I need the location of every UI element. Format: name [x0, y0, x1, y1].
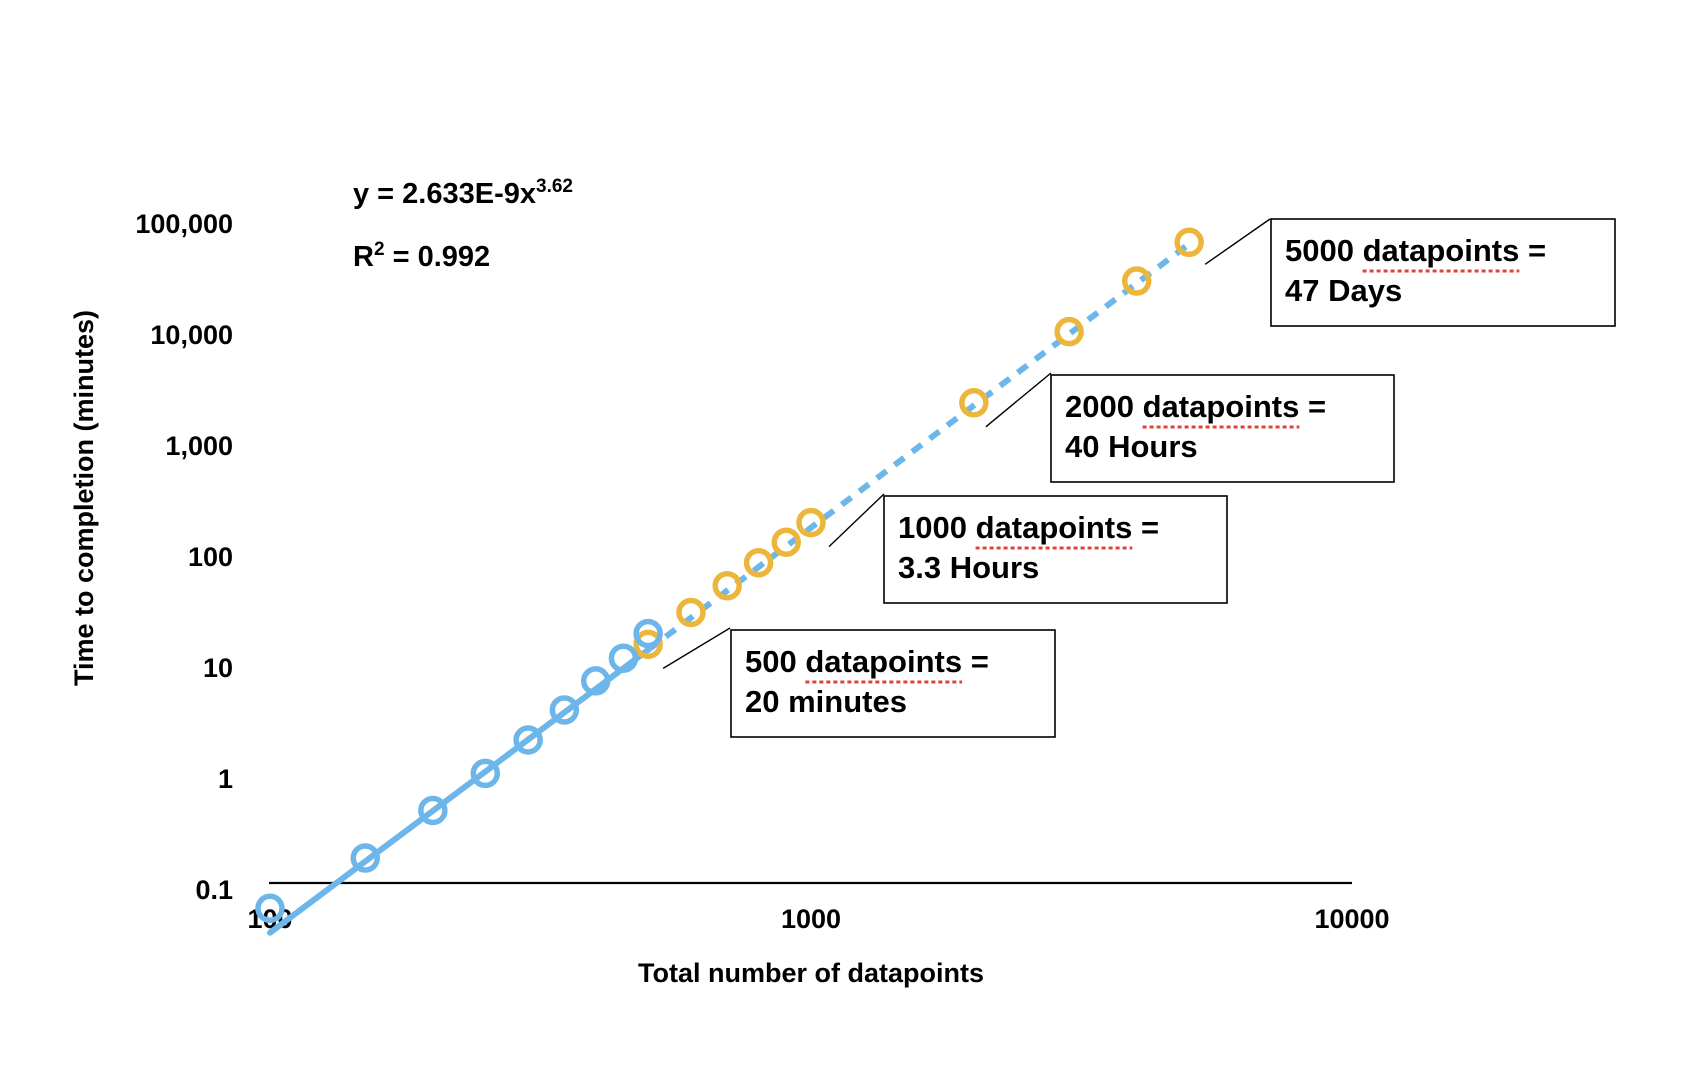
callout-line-2: 20 minutes — [745, 684, 907, 719]
y-tick-label: 0.1 — [195, 875, 233, 905]
callout-leader-line — [1204, 218, 1271, 265]
callout-leader-line — [828, 493, 885, 548]
y-axis-title: Time to completion (minutes) — [69, 310, 99, 686]
y-tick-label: 1,000 — [165, 431, 233, 461]
x-tick-label: 1000 — [781, 904, 841, 934]
measured-point — [418, 795, 448, 826]
callout-line-2: 40 Hours — [1065, 429, 1198, 464]
projected-point — [796, 507, 826, 538]
callout-word: datapoints — [1363, 233, 1520, 268]
callout-equals: = — [1141, 510, 1159, 545]
projected-point — [1121, 266, 1152, 296]
callout-line-1: 1000 datapoints = — [898, 510, 1159, 545]
trendline-equation: y = 2.633E-9x3.62 — [353, 176, 573, 210]
callout-word: datapoints — [805, 644, 962, 679]
callout-count: 5000 — [1285, 233, 1354, 268]
callout-count: 2000 — [1065, 389, 1134, 424]
x-axis-title: Total number of datapoints — [638, 958, 984, 988]
y-tick-label: 1 — [218, 764, 233, 794]
callout-leader-line — [985, 372, 1052, 428]
projected-point — [712, 570, 742, 601]
x-axis-ticks: 100 1000 10000 — [247, 904, 1389, 934]
callouts: 500 datapoints = 20 minutes 1000 datapoint… — [662, 218, 1616, 738]
callout-count: 500 — [745, 644, 797, 679]
y-tick-label: 100,000 — [135, 209, 233, 239]
measured-point — [350, 843, 381, 873]
projected-point — [771, 527, 801, 558]
y-tick-label: 100 — [188, 542, 233, 572]
data-points — [255, 227, 1204, 924]
projected-point — [1054, 316, 1084, 347]
measured-point — [549, 695, 580, 725]
callout-line-1: 500 datapoints = — [745, 644, 989, 679]
callout-count: 1000 — [898, 510, 967, 545]
callout-line-1: 5000 datapoints = — [1285, 233, 1546, 268]
callout-equals: = — [1528, 233, 1546, 268]
measured-point — [633, 618, 663, 649]
callout-line-2: 47 Days — [1285, 273, 1402, 308]
x-tick-label: 10000 — [1314, 904, 1389, 934]
y-axis-ticks: 0.1 1 10 100 1,000 10,000 100,000 — [135, 209, 233, 905]
trendline-solid — [267, 646, 652, 936]
projected-point — [676, 597, 706, 628]
projected-point — [743, 547, 774, 578]
measured-point — [513, 725, 543, 755]
measured-point — [255, 893, 285, 924]
projected-point — [1174, 227, 1204, 258]
r-squared-label: R2 = 0.992 — [353, 239, 490, 273]
projected-point — [959, 388, 989, 418]
callout-equals: = — [971, 644, 989, 679]
measured-point — [580, 666, 611, 696]
callout-equals: = — [1308, 389, 1326, 424]
measured-point — [608, 643, 639, 673]
projected-point — [633, 629, 663, 660]
callout-word: datapoints — [976, 510, 1133, 545]
callout-line-1: 2000 datapoints = — [1065, 389, 1326, 424]
callout-leader-line — [662, 627, 731, 669]
y-tick-label: 10,000 — [150, 320, 233, 350]
callout-line-2: 3.3 Hours — [898, 550, 1039, 585]
y-tick-label: 10 — [203, 653, 233, 683]
measured-point — [470, 758, 501, 789]
callout-word: datapoints — [1143, 389, 1300, 424]
